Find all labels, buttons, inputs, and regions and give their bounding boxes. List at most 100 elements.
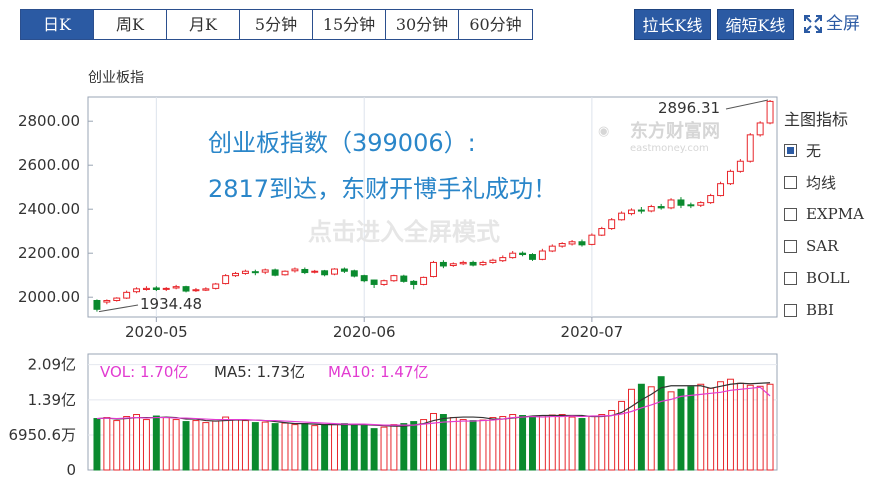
volume-bar [281,422,289,471]
volume-bar [628,388,635,471]
volume-bar [598,414,606,471]
candle [162,287,170,292]
candle-body [340,268,348,272]
candle [746,133,754,163]
candle [232,271,239,277]
candle [509,251,517,259]
volume-bar [726,378,734,471]
candle [241,269,249,275]
watermark-brand: 东方财富网 [630,120,720,142]
volume-bar [677,388,685,471]
candle-body [529,254,536,260]
tab-1[interactable]: 周K [94,10,167,39]
volume-bar [251,422,259,471]
volume-bar [736,382,744,471]
indicator-option-4[interactable]: BOLL [784,262,864,294]
indicator-checkbox[interactable] [784,303,797,317]
volume-bar [578,418,586,471]
indicator-option-0[interactable]: 无 [784,134,864,166]
candle [103,299,111,305]
volume-bar [192,420,200,471]
stretch-kline-button[interactable]: 拉长K线 [634,9,711,40]
indicator-checkbox[interactable] [784,239,797,253]
indicator-checkbox[interactable] [784,207,797,221]
period-tabs: 日K 周K 月K 5分钟 15分钟 30分钟 60分钟 [20,9,533,40]
volume-bar [449,417,457,471]
tab-3[interactable]: 5分钟 [240,10,313,39]
candle-body [717,183,725,197]
candle [380,279,388,286]
candle-body [489,259,497,263]
candle-body [321,270,329,276]
candle-body [667,199,675,209]
indicator-option-3[interactable]: SAR [784,230,864,262]
candle [548,244,556,253]
watermark-domain: eastmoney.com [630,143,709,154]
indicator-option-5[interactable]: BBI [784,294,864,326]
volume-bar [519,415,527,471]
volume-bar [647,386,655,471]
candle [370,279,378,288]
low-price-label: 1934.48 [140,295,202,313]
annotation-line-1: 创业板指数（399006）: [208,129,476,157]
volume-bar [657,376,665,471]
volume-bar [301,423,309,471]
candle [152,286,160,292]
volume-bar [212,420,220,471]
chart-title: 创业板指 [88,70,144,86]
watermark-brand-logo: ◉ [598,124,609,139]
tab-0[interactable]: 日K [21,10,94,39]
candle [568,240,576,246]
volume-bar [766,383,774,471]
indicator-label: SAR [806,237,839,255]
tab-2[interactable]: 月K [167,10,240,39]
candle-body [281,270,289,276]
volume-bar [479,419,487,471]
candle-body [746,134,754,162]
indicator-option-1[interactable]: 均线 [784,166,864,198]
indicator-checkbox[interactable] [784,175,797,189]
price-y-tick-label: 2000.00 [18,288,80,306]
indicator-title: 主图指标 [784,110,849,129]
candle-body [420,276,428,285]
tab-5[interactable]: 30分钟 [386,10,459,39]
candle-body [261,269,269,273]
indicator-checkbox[interactable] [784,271,797,285]
candle [331,268,338,276]
candle-body [271,269,279,276]
candle [726,169,734,185]
candle-body [241,270,249,274]
volume-bar [637,383,645,471]
candle-body [222,275,230,285]
candle [212,282,220,290]
candle [519,251,527,257]
volume-bar [469,420,477,471]
indicator-option-2[interactable]: EXPMA [784,198,864,230]
volume-bar [558,414,566,471]
candle-body [251,271,259,274]
candle-body [499,257,507,262]
candle-body [212,283,220,289]
tab-4[interactable]: 15分钟 [313,10,386,39]
ma10-legend: MA10: 1.47亿 [328,363,429,381]
volume-bar [489,417,497,471]
candle-body [162,287,170,290]
volume-bar [568,416,576,471]
volume-bar [321,424,329,471]
tab-6[interactable]: 60分钟 [459,10,532,39]
volume-bar [687,386,695,471]
fullscreen-button[interactable]: 全屏 [804,10,860,38]
volume-bar [222,416,230,471]
shrink-kline-button[interactable]: 缩短K线 [717,9,794,40]
candle-body [637,209,645,212]
candle [251,269,259,276]
volume-bar [618,400,626,471]
volume-bar [588,416,596,471]
candle-body [152,287,160,290]
candle-body [548,245,556,252]
volume-bar [380,426,388,471]
indicator-checkbox[interactable] [784,143,797,157]
candle [311,269,319,274]
fullscreen-prompt-watermark: 点击进入全屏模式 [308,218,500,246]
